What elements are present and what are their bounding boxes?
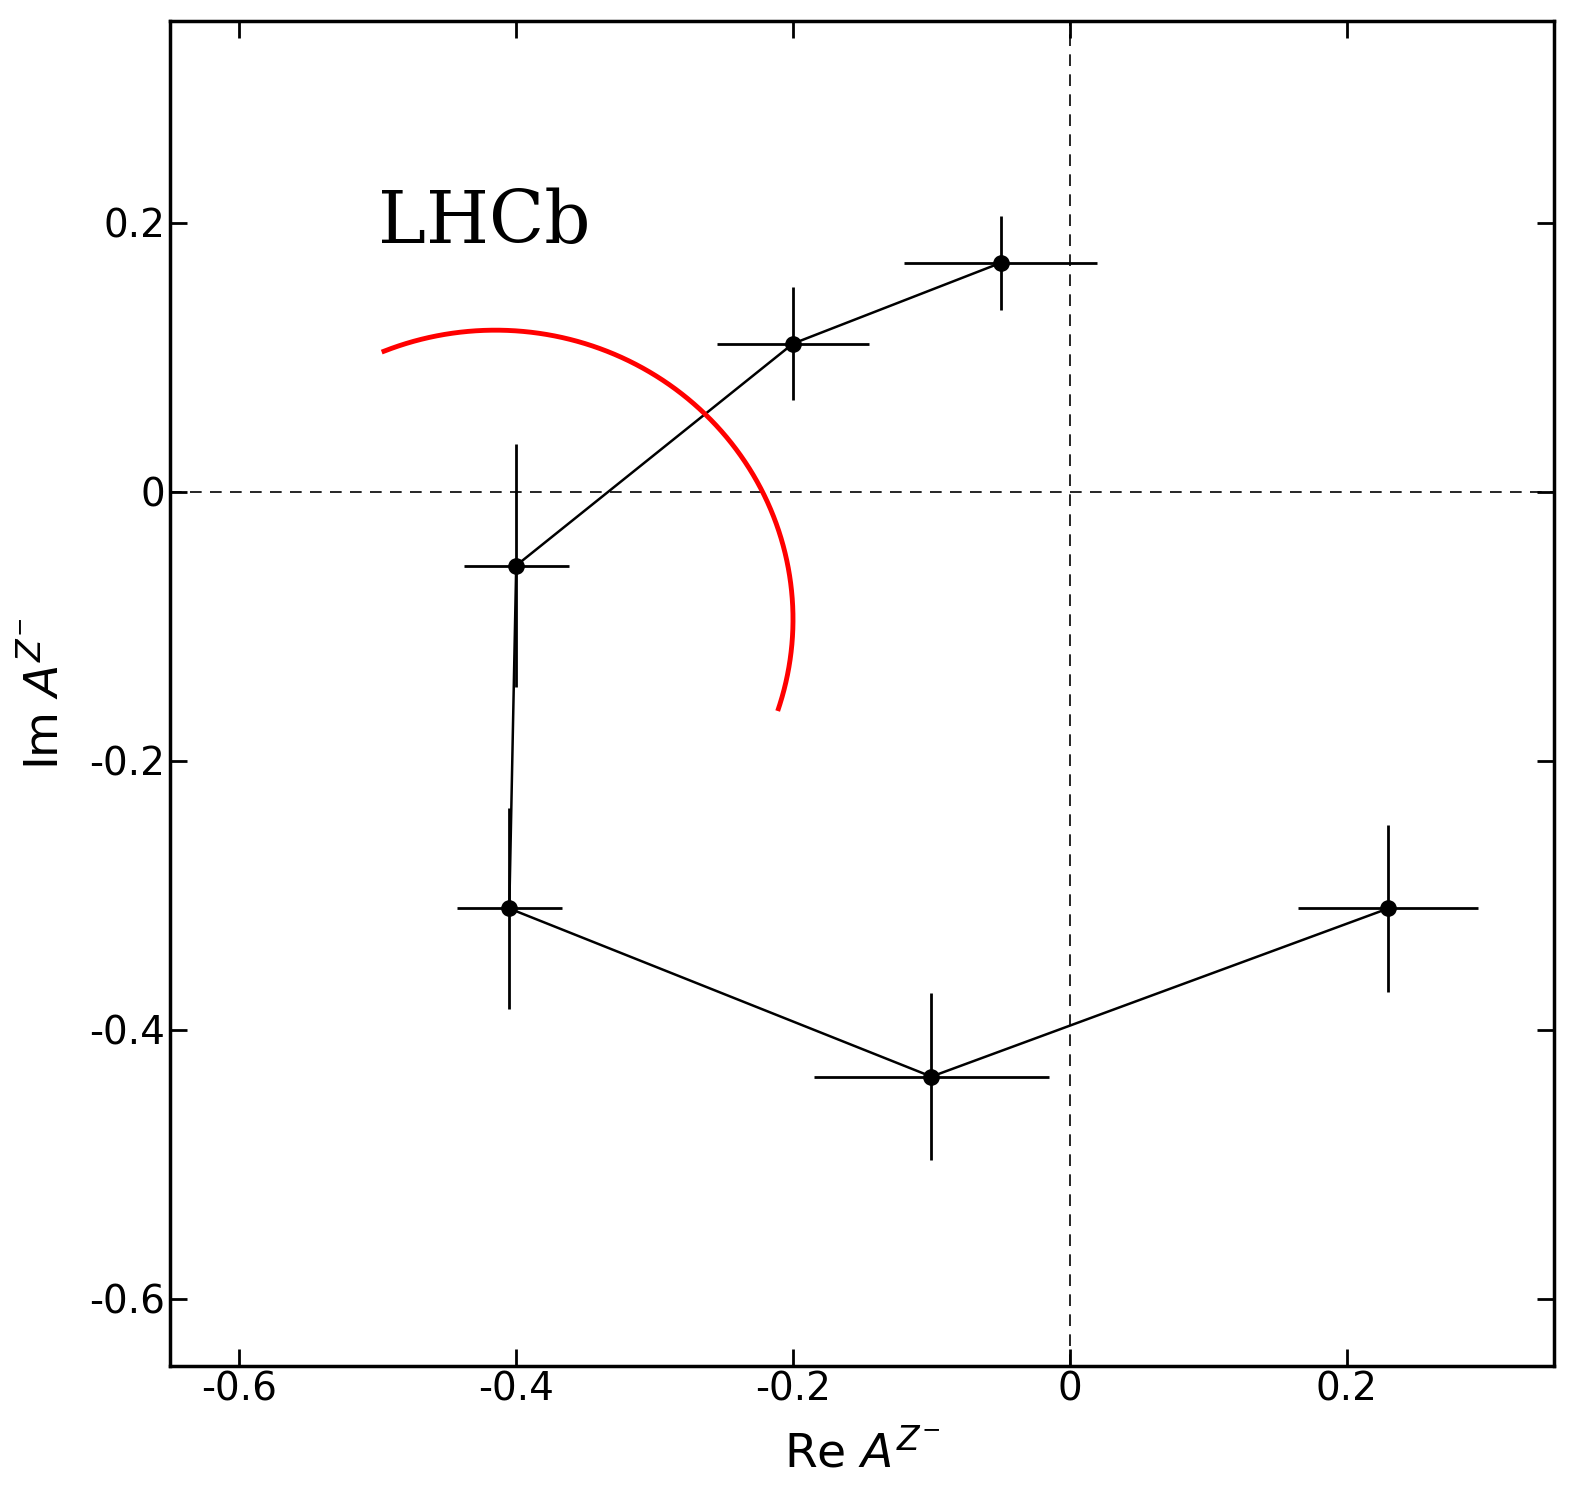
X-axis label: Re $A^{Z^{-}}$: Re $A^{Z^{-}}$ xyxy=(784,1429,940,1477)
Text: LHCb: LHCb xyxy=(378,187,591,258)
Y-axis label: Im $A^{Z^{-}}$: Im $A^{Z^{-}}$ xyxy=(20,617,69,770)
